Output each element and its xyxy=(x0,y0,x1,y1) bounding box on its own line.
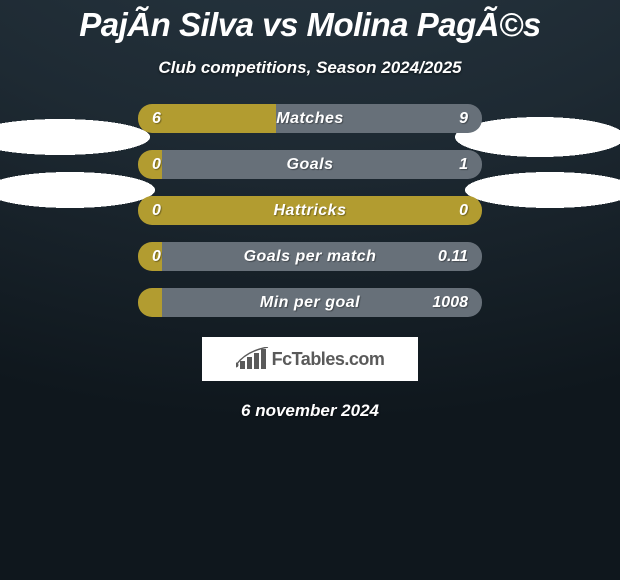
date-label: 6 november 2024 xyxy=(0,401,620,421)
stat-row: 00Hattricks xyxy=(138,196,482,225)
stat-row: 01Goals xyxy=(138,150,482,179)
stat-label: Goals per match xyxy=(138,242,482,271)
stat-label: Hattricks xyxy=(138,196,482,225)
comparison-card: PajÃ­n Silva vs Molina PagÃ©s Club compe… xyxy=(0,0,620,421)
stat-label: Min per goal xyxy=(138,288,482,317)
stat-label: Goals xyxy=(138,150,482,179)
page-title: PajÃ­n Silva vs Molina PagÃ©s xyxy=(0,0,620,44)
stat-label: Matches xyxy=(138,104,482,133)
brand-logo: FcTables.com xyxy=(202,337,418,381)
stats-list: 69Matches 01Goals 00Hattricks 00.11Goals pe… xyxy=(138,104,482,317)
stat-row: 69Matches xyxy=(138,104,482,133)
subtitle: Club competitions, Season 2024/2025 xyxy=(0,58,620,78)
brand-chart-icon xyxy=(236,347,270,371)
brand-logo-text: FcTables.com xyxy=(272,349,385,370)
stat-row: 1008Min per goal xyxy=(138,288,482,317)
stat-row: 00.11Goals per match xyxy=(138,242,482,271)
